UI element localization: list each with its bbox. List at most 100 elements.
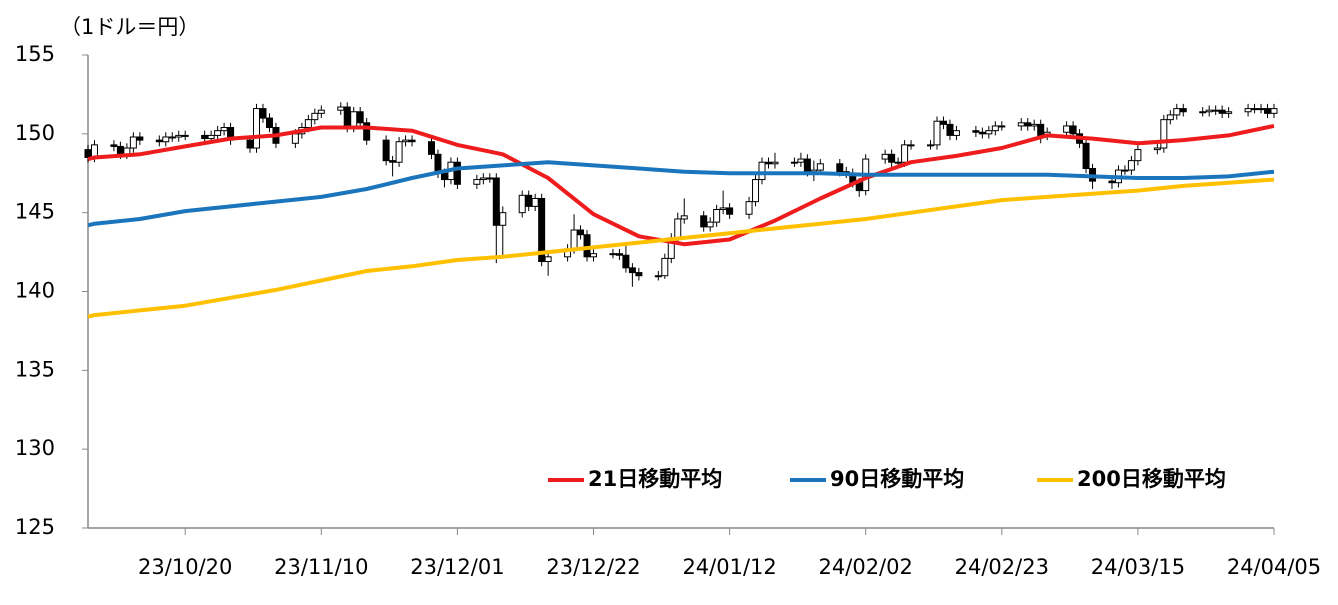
- candle-body: [162, 136, 170, 143]
- candle-body: [479, 177, 487, 181]
- candle-body: [985, 130, 993, 135]
- candle-body: [1134, 149, 1142, 162]
- candle-body: [492, 177, 500, 226]
- candle-body: [363, 122, 371, 141]
- candle-body: [719, 207, 727, 211]
- candle-body: [1069, 125, 1077, 135]
- candle-body: [888, 153, 896, 163]
- candle-body: [745, 201, 753, 215]
- candle-body: [253, 108, 261, 149]
- candle-body: [577, 229, 585, 236]
- candle-body: [382, 139, 390, 162]
- candle-body: [1251, 108, 1259, 111]
- candle-body: [181, 134, 189, 137]
- candle-body: [136, 136, 144, 141]
- candle-body: [1160, 119, 1168, 149]
- candle-body: [790, 161, 798, 164]
- candle-body: [816, 163, 824, 171]
- x-tick-label: 23/12/22: [546, 555, 640, 579]
- candle-body: [214, 130, 222, 136]
- candle-body: [1270, 108, 1278, 114]
- candle-body: [538, 197, 546, 263]
- y-tick-label: 155: [15, 42, 55, 66]
- moving-average-line: [87, 160, 1275, 228]
- candle-body: [337, 106, 345, 111]
- candle-body: [1173, 108, 1181, 116]
- candle-body: [518, 194, 526, 214]
- candle-body: [991, 125, 999, 132]
- candle-body: [972, 130, 980, 133]
- candle-body: [952, 130, 960, 136]
- candle-body: [356, 111, 364, 124]
- candle-body: [803, 158, 811, 173]
- candle-body: [998, 125, 1006, 128]
- candle-body: [1127, 160, 1135, 171]
- candle-body: [1199, 111, 1207, 114]
- candle-body: [84, 149, 92, 158]
- candle-body: [246, 139, 254, 149]
- candle-body: [797, 158, 805, 163]
- candle-body: [978, 131, 986, 135]
- candle-body: [661, 257, 669, 277]
- candle-body: [1244, 108, 1252, 113]
- candle-body: [1218, 109, 1226, 114]
- candle-body: [1153, 147, 1161, 151]
- candle-body: [933, 120, 941, 146]
- x-tick-label: 24/03/15: [1091, 555, 1185, 579]
- candle-body: [1212, 109, 1220, 112]
- candle-body: [525, 194, 533, 207]
- candle-body: [894, 161, 902, 164]
- x-tick-label: 24/02/02: [819, 555, 913, 579]
- candle-body: [259, 108, 267, 119]
- candle-body: [473, 179, 481, 185]
- candle-body: [402, 139, 410, 143]
- candle-body: [615, 253, 623, 256]
- candle-body: [201, 134, 209, 140]
- candle-body: [499, 212, 507, 226]
- candle-body: [622, 254, 630, 269]
- candle-body: [726, 207, 734, 215]
- candle-body: [713, 209, 721, 223]
- candle-body: [771, 161, 779, 165]
- candle-body: [706, 221, 714, 228]
- candle-body: [1257, 108, 1265, 111]
- candle-body: [116, 145, 124, 155]
- candle-body: [1082, 142, 1090, 170]
- candle-body: [700, 215, 708, 228]
- y-axis-label: （1ドル＝円）: [60, 15, 199, 39]
- candle-body: [1179, 108, 1187, 113]
- candle-body: [1024, 122, 1032, 127]
- legend-label: 90日移動平均: [830, 467, 964, 491]
- candle-body: [901, 144, 909, 163]
- candle-body: [453, 161, 461, 185]
- candle-body: [427, 141, 435, 155]
- legend-label: 21日移動平均: [588, 467, 722, 491]
- x-tick-label: 24/02/23: [955, 555, 1049, 579]
- candle-body: [531, 197, 539, 207]
- candle-body: [207, 134, 215, 140]
- candle-body: [220, 127, 228, 132]
- candle-body: [1063, 125, 1071, 133]
- candle-body: [440, 172, 448, 181]
- candle-body: [654, 275, 662, 278]
- candle-body: [486, 177, 494, 180]
- y-tick-label: 140: [15, 279, 55, 303]
- candle-body: [881, 153, 889, 160]
- y-tick-label: 135: [15, 357, 55, 381]
- legend-label: 200日移動平均: [1077, 467, 1226, 491]
- candle-body: [907, 144, 915, 147]
- candle-body: [1166, 114, 1174, 121]
- y-tick-label: 145: [15, 200, 55, 224]
- candle-body: [1225, 111, 1233, 114]
- candle-body: [680, 215, 688, 220]
- candle-body: [1030, 123, 1038, 127]
- candle-body: [674, 218, 682, 239]
- candle-body: [1037, 123, 1045, 136]
- x-tick-label: 23/12/01: [410, 555, 504, 579]
- x-tick-label: 24/04/05: [1227, 555, 1321, 579]
- candle-body: [350, 111, 358, 129]
- candle-body: [1264, 108, 1272, 114]
- y-tick-label: 130: [15, 436, 55, 460]
- candle-body: [408, 139, 416, 143]
